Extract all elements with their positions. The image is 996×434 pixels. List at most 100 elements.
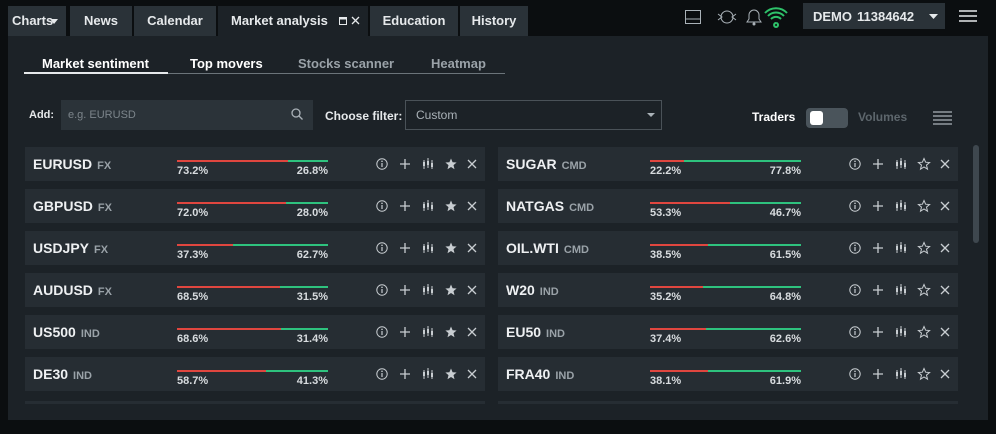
remove-button[interactable] (939, 242, 951, 254)
subtab[interactable]: Market sentiment (42, 56, 149, 71)
account-box[interactable]: DEMO 11384642 (803, 3, 945, 29)
remove-button[interactable] (939, 326, 951, 338)
filter-select[interactable]: Custom (405, 100, 662, 130)
subtab[interactable]: Stocks scanner (298, 56, 395, 71)
add-button[interactable] (872, 284, 884, 296)
instrument-row[interactable]: US500 IND 68.6% 31.4% (25, 315, 485, 349)
tab[interactable]: Education (370, 6, 458, 36)
chart-button[interactable] (422, 158, 434, 170)
tab[interactable]: News (70, 6, 132, 36)
tab-controls[interactable] (339, 16, 361, 26)
info-button[interactable] (376, 284, 388, 296)
instrument-row[interactable]: SUGAR CMD 22.2% 77.8% (498, 147, 958, 181)
chart-button[interactable] (422, 200, 434, 212)
info-button[interactable] (849, 368, 861, 380)
info-button[interactable] (376, 242, 388, 254)
main-menu[interactable] (959, 10, 977, 22)
instrument-row[interactable]: W20 IND 35.2% 64.8% (498, 273, 958, 307)
list-menu[interactable] (933, 111, 952, 125)
symbol-name: US500 (33, 324, 76, 340)
info-button[interactable] (849, 326, 861, 338)
info-button[interactable] (376, 200, 388, 212)
tab[interactable]: History (460, 6, 528, 36)
tab[interactable]: Calendar (134, 6, 216, 36)
instrument-row[interactable]: EURUSD FX 73.2% 26.8% (25, 147, 485, 181)
info-button[interactable] (849, 158, 861, 170)
add-button[interactable] (872, 200, 884, 212)
chart-button[interactable] (895, 368, 907, 380)
info-button[interactable] (849, 200, 861, 212)
add-input[interactable]: e.g. EURUSD (61, 100, 313, 130)
add-button[interactable] (399, 242, 411, 254)
favorite-off[interactable] (917, 367, 931, 381)
favorite-off[interactable] (917, 199, 931, 213)
add-button[interactable] (399, 200, 411, 212)
add-button[interactable] (872, 326, 884, 338)
info-button[interactable] (376, 158, 388, 170)
instrument-row[interactable]: OIL.WTI CMD 38.5% 61.5% (498, 231, 958, 265)
instrument-row[interactable]: EU50 IND 37.4% 62.6% (498, 315, 958, 349)
favorite-on[interactable] (445, 326, 457, 338)
favorite-off[interactable] (917, 241, 931, 255)
instrument-row[interactable]: FRA40 IND 38.1% 61.9% (498, 357, 958, 391)
add-button[interactable] (399, 326, 411, 338)
chart-button[interactable] (422, 284, 434, 296)
add-button[interactable] (399, 158, 411, 170)
chart-button[interactable] (422, 326, 434, 338)
chart-button[interactable] (895, 284, 907, 296)
instrument-row[interactable]: GBPUSD FX 72.0% 28.0% (25, 189, 485, 223)
instrument-row[interactable]: NATGAS CMD 53.3% 46.7% (498, 189, 958, 223)
info-button[interactable] (849, 242, 861, 254)
chart-button[interactable] (422, 368, 434, 380)
symbol-kind: FX (97, 202, 112, 214)
buy-label: 26.8% (296, 165, 328, 177)
symbol-name: FRA40 (506, 366, 551, 382)
toolbar-icons[interactable] (684, 7, 804, 28)
remove-button[interactable] (466, 284, 478, 296)
add-button[interactable] (872, 242, 884, 254)
info-button[interactable] (376, 326, 388, 338)
chart-button[interactable] (422, 242, 434, 254)
add-button[interactable] (872, 368, 884, 380)
scrollbar[interactable] (973, 145, 979, 243)
remove-button[interactable] (939, 158, 951, 170)
chart-button[interactable] (895, 158, 907, 170)
buy-bar (703, 286, 801, 288)
symbol-kind: IND (546, 328, 565, 340)
add-button[interactable] (399, 284, 411, 296)
subtab[interactable]: Heatmap (431, 56, 486, 71)
add-button[interactable] (399, 368, 411, 380)
symbol-name: EU50 (506, 324, 542, 340)
remove-button[interactable] (466, 368, 478, 380)
buy-label: 61.5% (769, 249, 801, 261)
instrument-row[interactable]: AUDUSD FX 68.5% 31.5% (25, 273, 485, 307)
remove-button[interactable] (466, 158, 478, 170)
buy-label: 77.8% (769, 165, 801, 177)
remove-button[interactable] (466, 326, 478, 338)
favorite-off[interactable] (917, 157, 931, 171)
info-button[interactable] (849, 284, 861, 296)
toggle[interactable] (806, 108, 848, 128)
remove-button[interactable] (939, 200, 951, 212)
instrument-row[interactable]: DE30 IND 58.7% 41.3% (25, 357, 485, 391)
favorite-on[interactable] (445, 242, 457, 254)
remove-button[interactable] (939, 368, 951, 380)
remove-button[interactable] (466, 242, 478, 254)
favorite-off[interactable] (917, 283, 931, 297)
chart-button[interactable] (895, 200, 907, 212)
add-button[interactable] (872, 158, 884, 170)
tab[interactable]: Charts (8, 6, 66, 36)
chart-button[interactable] (895, 326, 907, 338)
favorite-on[interactable] (445, 200, 457, 212)
favorite-on[interactable] (445, 368, 457, 380)
subtab[interactable]: Top movers (190, 56, 263, 71)
instrument-row[interactable]: USDJPY FX 37.3% 62.7% (25, 231, 485, 265)
remove-button[interactable] (466, 200, 478, 212)
favorite-on[interactable] (445, 158, 457, 170)
favorite-on[interactable] (445, 284, 457, 296)
favorite-off[interactable] (917, 325, 931, 339)
tab-active[interactable]: Market analysis (218, 6, 368, 36)
remove-button[interactable] (939, 284, 951, 296)
info-button[interactable] (376, 368, 388, 380)
chart-button[interactable] (895, 242, 907, 254)
